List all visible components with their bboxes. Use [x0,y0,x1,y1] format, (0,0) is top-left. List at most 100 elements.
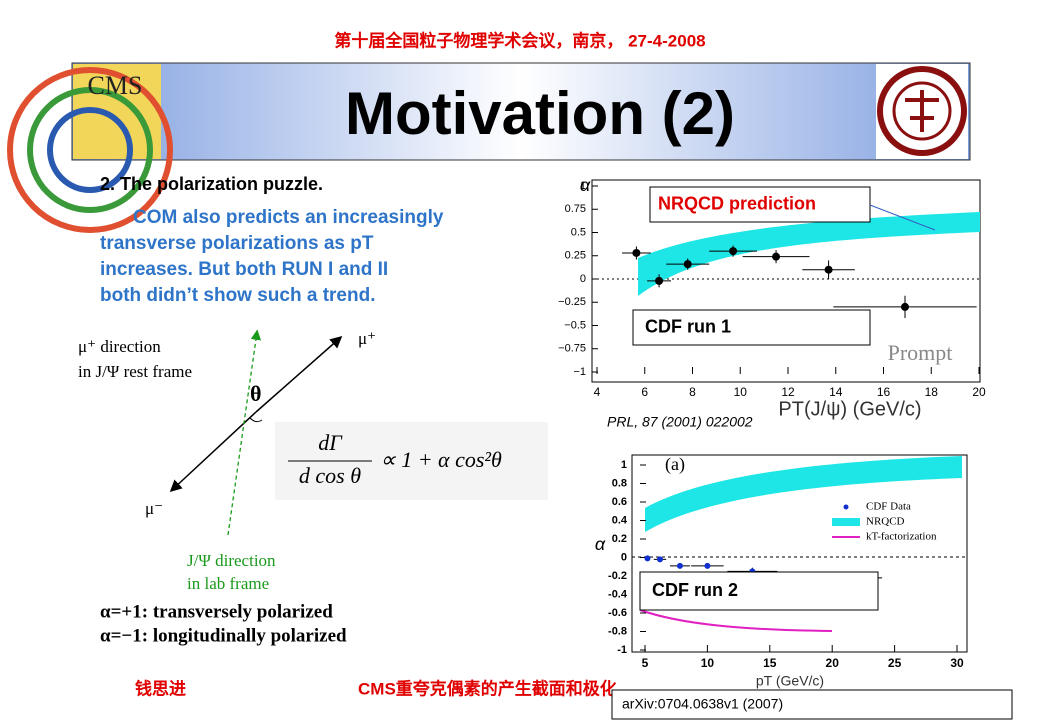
numerator: dΓ [318,430,343,455]
cms-logo: CMS [7,64,173,233]
x-axis-label: PT(J/ψ) (GeV/c) [778,398,921,420]
formula: dΓ d cos θ ∝ 1 + α cos²θ [288,430,502,488]
box-label: CDF run 2 [652,580,738,600]
x-axis-label: pT (GeV/c) [756,673,824,689]
label: J/Ψ direction [187,551,276,570]
y-tick-label: 0 [580,273,586,285]
nrqcd-band [638,212,980,296]
data-point [704,562,711,569]
callout-arrow [869,204,936,231]
y-tick-label: 0 [621,551,627,563]
y-axis-label: α [580,175,591,195]
y-tick-label: -0.6 [608,607,627,619]
y-tick-label: 0.75 [565,203,586,215]
x-tick-label: 12 [781,385,795,399]
plot-tag: (a) [665,454,685,475]
y-axis-label: α [595,534,606,554]
cms-logo-text: CMS [88,71,143,100]
angle-arc [249,417,263,423]
data-point [772,252,781,261]
y-tick-label: -0.8 [608,625,627,637]
plot-tag: Prompt [888,340,953,365]
label: in lab frame [187,574,269,593]
case: α=−1: longitudinally polarized [100,625,347,646]
data-point [729,247,738,256]
x-tick-label: 20 [972,385,986,399]
data-point [644,555,651,562]
x-tick-label: 6 [641,385,648,399]
label-box [632,309,871,346]
y-tick-label: -0.4 [608,588,628,600]
label: μ⁺ [358,329,376,348]
label: μ⁺ direction [78,337,161,356]
x-tick-label: 10 [734,385,748,399]
y-tick-label: 1 [621,459,627,471]
y-tick-label: −1 [573,366,586,378]
y-tick-label: 0.2 [612,533,627,545]
title-bar [71,62,971,161]
footer-box [611,689,1013,720]
y-tick-label: 0.25 [565,250,586,262]
paragraph-line: both didn’t show such a trend. [100,285,376,306]
x-tick-label: 14 [829,385,843,399]
legend-marker [832,536,860,538]
x-tick-label: 15 [763,656,777,670]
diagram: μ⁺ direction in J/Ψ rest frame μ⁺ θ μ⁻ J… [78,329,376,593]
data-point [655,276,664,285]
plot-frame [591,179,981,383]
label: in J/Ψ rest frame [78,362,192,381]
box-label: CDF run 1 [645,316,731,336]
arrow [169,411,257,493]
callout: NRQCD prediction [658,193,816,213]
paragraph-line: transverse polarizations as pT [100,233,374,254]
footer-talk: CMS重夸克偶素的产生截面和极化 [358,678,617,698]
paragraph-line: increases. But both RUN I and II [100,259,388,280]
legend-label: NRQCD [866,516,905,528]
y-tick-label: 0.8 [612,477,627,489]
case: α=+1: transversely polarized [100,601,333,622]
x-tick-label: 20 [826,656,840,670]
y-tick-label: 0.6 [612,496,627,508]
legend-marker [843,504,849,510]
callout-box [649,186,871,223]
y-tick-label: −0.5 [564,319,586,331]
data-point [683,260,692,269]
y-tick-label: -0.2 [608,570,627,582]
legend-label: CDF Data [866,501,911,513]
arrow [227,329,262,536]
kt-curve [639,609,833,632]
reference: arXiv:0704.0638v1 (2007) [622,696,783,712]
y-tick-label: −0.75 [558,343,586,355]
heading: 2. The polarization puzzle. [100,174,323,194]
y-tick-label: −0.25 [558,296,586,308]
label-box [639,571,879,611]
label: θ [250,381,261,406]
paragraph-line: COM also predicts an increasingly [133,207,444,228]
y-tick-label: 0.5 [571,226,586,238]
data-point [656,556,663,563]
x-tick-label: 30 [950,656,964,670]
pku-logo [876,64,968,159]
x-tick-label: 16 [877,385,891,399]
x-tick-label: 18 [925,385,939,399]
x-tick-label: 5 [642,656,649,670]
slide-title: Motivation (2) [345,80,735,147]
rhs: ∝ 1 + α cos²θ [380,447,502,472]
data-point [676,562,683,569]
x-tick-label: 8 [689,385,696,399]
plot-frame [631,454,968,653]
data-point [900,302,909,311]
label: μ⁻ [145,499,163,518]
x-tick-label: 4 [594,385,601,399]
y-tick-label: -1 [617,644,627,656]
x-tick-label: 10 [701,656,715,670]
data-point [632,248,641,257]
footer-author: 钱思进 [135,678,186,698]
reference: PRL, 87 (2001) 022002 [607,414,753,430]
data-point [824,265,833,274]
conference: 第十届全国粒子物理学术会议，南京， 27-4-2008 [334,30,705,50]
y-tick-label: 1 [580,180,586,192]
legend-label: kT-factorization [866,531,937,543]
x-tick-label: 25 [888,656,902,670]
